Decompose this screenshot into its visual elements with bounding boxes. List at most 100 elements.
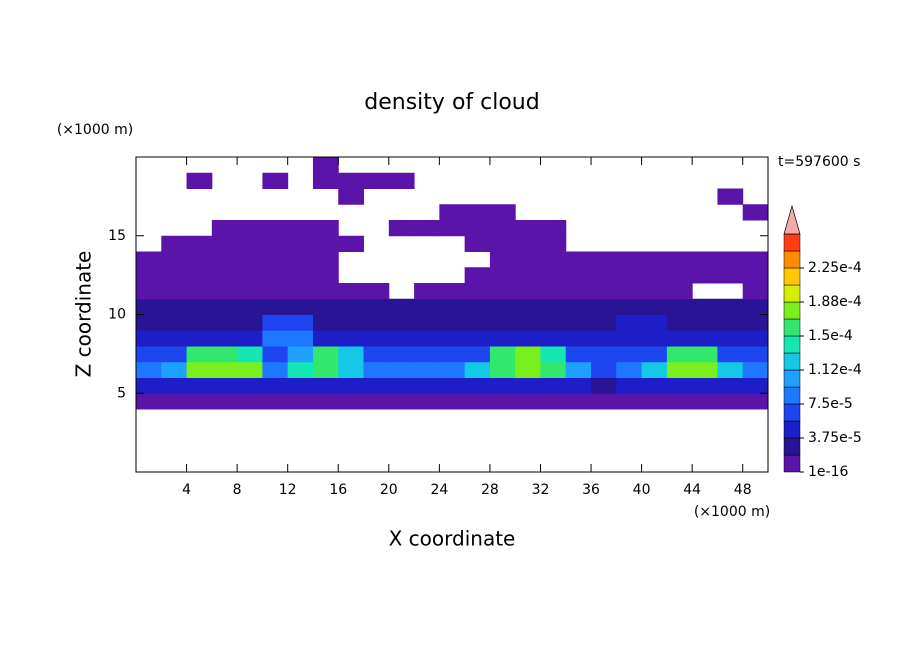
- colorbar-band: [783, 284, 801, 303]
- contour-cell: [591, 361, 617, 378]
- contour-cell: [414, 393, 440, 410]
- contour-cell: [414, 314, 440, 331]
- contour-cell: [312, 267, 339, 284]
- contour-cell: [717, 298, 744, 315]
- contour-cell: [666, 377, 693, 394]
- contour-cell: [211, 361, 238, 378]
- contour-cell: [692, 346, 718, 363]
- x-tick-label: 36: [582, 482, 600, 498]
- contour-cell: [464, 361, 491, 378]
- contour-cell: [312, 361, 339, 378]
- contour-cell: [540, 361, 567, 378]
- contour-cell: [464, 283, 491, 300]
- contour-cell: [237, 298, 263, 315]
- contour-cell: [717, 267, 744, 284]
- contour-cell: [312, 235, 339, 252]
- contour-cell: [161, 298, 188, 315]
- contour-cell: [338, 330, 365, 347]
- contour-cell: [565, 377, 592, 394]
- contour-cell: [186, 172, 213, 189]
- contour-cell: [136, 267, 162, 284]
- y-axis-title: Z coordinate: [72, 251, 96, 378]
- contour-cell: [666, 330, 693, 347]
- colorbar-label: 1.88e-4: [808, 294, 862, 310]
- contour-cell: [591, 393, 617, 410]
- contour-cell: [211, 235, 238, 252]
- contour-cell: [616, 314, 643, 331]
- contour-cell: [641, 377, 668, 394]
- contour-cell: [692, 377, 718, 394]
- colorbar-band: [783, 369, 801, 388]
- contour-cell: [439, 314, 466, 331]
- contour-cell: [540, 346, 567, 363]
- contour-cell: [489, 393, 516, 410]
- contour-cell: [338, 361, 365, 378]
- contour-cell: [565, 283, 592, 300]
- contour-cell: [641, 314, 668, 331]
- contour-cell: [515, 298, 541, 315]
- contour-cell: [439, 330, 466, 347]
- contour-cell: [211, 283, 238, 300]
- contour-cell: [388, 220, 415, 237]
- contour-cell: [338, 188, 365, 205]
- contour-cell: [515, 346, 541, 363]
- contour-cell: [414, 361, 440, 378]
- contour-cell: [692, 393, 718, 410]
- contour-cell: [565, 330, 592, 347]
- contour-cell: [287, 346, 314, 363]
- contour-cell: [439, 346, 466, 363]
- contour-cell: [489, 298, 516, 315]
- contour-cell: [287, 377, 314, 394]
- contour-cell: [414, 330, 440, 347]
- contour-cell: [717, 330, 744, 347]
- contour-cell: [136, 283, 162, 300]
- contour-cell: [742, 393, 769, 410]
- contour-cell: [262, 298, 289, 315]
- contour-cell: [666, 283, 693, 300]
- contour-cell: [312, 330, 339, 347]
- colorbar-label: 1.12e-4: [808, 362, 862, 378]
- contour-cell: [363, 298, 390, 315]
- contour-cell: [312, 377, 339, 394]
- contour-cell: [666, 298, 693, 315]
- contour-cell: [262, 346, 289, 363]
- x-tick-label: 12: [279, 482, 297, 498]
- contour-cell: [439, 283, 466, 300]
- contour-cell: [717, 251, 744, 268]
- contour-cell: [439, 377, 466, 394]
- contour-cell: [616, 298, 643, 315]
- contour-cell: [591, 283, 617, 300]
- contour-cell: [540, 267, 567, 284]
- contour-cell: [666, 361, 693, 378]
- contour-cell: [489, 283, 516, 300]
- x-tick-label: 40: [633, 482, 651, 498]
- x-tick-label: 16: [329, 482, 347, 498]
- x-unit: (×1000 m): [694, 504, 770, 520]
- contour-cell: [136, 298, 162, 315]
- contour-cell: [515, 220, 541, 237]
- contour-cell: [565, 393, 592, 410]
- contour-cell: [161, 314, 188, 331]
- contour-cell: [161, 361, 188, 378]
- contour-cell: [616, 393, 643, 410]
- colorbar-label: 2.25e-4: [808, 260, 862, 276]
- contour-cell: [237, 283, 263, 300]
- x-tick-label: 28: [481, 482, 499, 498]
- y-tick-label: 15: [108, 228, 126, 244]
- contour-cell: [338, 377, 365, 394]
- contour-cell: [237, 377, 263, 394]
- contour-cell: [211, 314, 238, 331]
- contour-cell: [262, 393, 289, 410]
- contour-cell: [262, 172, 289, 189]
- contour-cell: [136, 346, 162, 363]
- contour-cell: [439, 220, 466, 237]
- contour-cell: [515, 377, 541, 394]
- contour-cell: [565, 361, 592, 378]
- contour-cell: [464, 298, 491, 315]
- contour-cell: [136, 361, 162, 378]
- contour-cell: [262, 361, 289, 378]
- contour-cell: [388, 314, 415, 331]
- contour-cell: [287, 251, 314, 268]
- contour-cell: [540, 283, 567, 300]
